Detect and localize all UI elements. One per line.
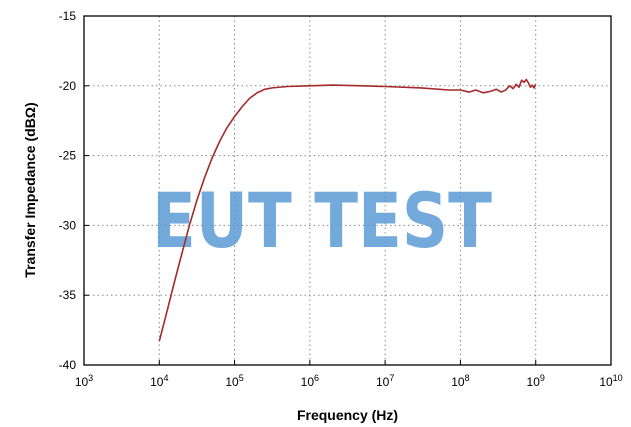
x-tick-label: 103: [75, 373, 93, 389]
data-series: [158, 78, 537, 342]
x-tick-label: 105: [225, 373, 243, 389]
x-tick-label: 109: [527, 373, 545, 389]
watermark-text: EUT TEST: [152, 176, 492, 265]
y-axis-title: Transfer Impedance (dBΩ): [22, 102, 38, 277]
x-axis-title: Frequency (Hz): [297, 407, 398, 423]
y-tick-labels: -15 -20 -25 -30 -35 -40: [59, 9, 77, 372]
x-tick-label: 108: [451, 373, 469, 389]
y-tick-label: -25: [59, 149, 77, 163]
y-tick-label: -20: [59, 79, 77, 93]
y-tick-label: -15: [59, 9, 77, 23]
series-line: [158, 78, 537, 342]
x-tick-label: 106: [301, 373, 319, 389]
x-tick-labels: 103 104 105 106 107 108 109 1010: [75, 373, 623, 389]
y-tick-label: -40: [59, 358, 77, 372]
x-tick-label: 104: [150, 373, 168, 389]
axis-ticks: [83, 15, 612, 366]
y-tick-label: -30: [59, 218, 77, 232]
x-tick-label: 1010: [599, 373, 622, 389]
x-tick-label: 107: [376, 373, 394, 389]
y-tick-label: -35: [59, 288, 77, 302]
plot-frame: [83, 15, 612, 366]
